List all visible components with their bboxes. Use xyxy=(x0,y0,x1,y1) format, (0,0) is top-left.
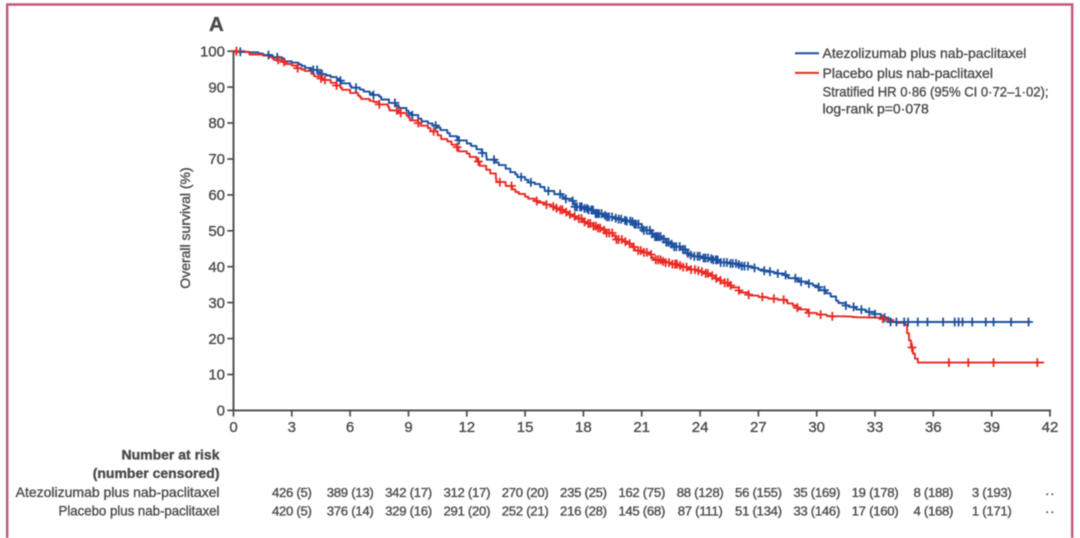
svg-text:30: 30 xyxy=(208,295,225,312)
svg-text:Placebo plus nab-paclitaxel: Placebo plus nab-paclitaxel xyxy=(823,65,993,81)
svg-text:··: ·· xyxy=(1045,485,1055,501)
svg-text:56 (155): 56 (155) xyxy=(735,485,782,500)
svg-text:8 (188): 8 (188) xyxy=(913,485,953,500)
svg-text:9: 9 xyxy=(404,419,412,436)
svg-text:33: 33 xyxy=(867,419,884,436)
svg-text:3: 3 xyxy=(288,419,296,436)
svg-text:270 (20): 270 (20) xyxy=(502,485,549,500)
svg-text:40: 40 xyxy=(208,259,225,276)
svg-text:87 (111): 87 (111) xyxy=(678,503,723,518)
svg-text:Atezolizumab plus nab-paclitax: Atezolizumab plus nab-paclitaxel xyxy=(823,45,1027,61)
svg-text:162 (75): 162 (75) xyxy=(618,485,665,500)
svg-text:··: ·· xyxy=(1045,503,1055,519)
svg-text:389 (13): 389 (13) xyxy=(327,485,374,500)
svg-text:10: 10 xyxy=(208,367,225,384)
svg-text:4 (168): 4 (168) xyxy=(913,503,953,518)
svg-text:90: 90 xyxy=(208,79,225,96)
svg-text:342 (17): 342 (17) xyxy=(385,485,432,500)
svg-text:35 (169): 35 (169) xyxy=(793,485,840,500)
svg-text:3 (193): 3 (193) xyxy=(972,485,1012,500)
svg-text:12: 12 xyxy=(458,419,475,436)
svg-text:17 (160): 17 (160) xyxy=(852,503,899,518)
svg-text:88 (128): 88 (128) xyxy=(677,485,724,500)
svg-text:Placebo plus nab-paclitaxel: Placebo plus nab-paclitaxel xyxy=(59,502,220,518)
svg-text:A: A xyxy=(209,13,224,36)
svg-text:27: 27 xyxy=(750,419,767,436)
svg-text:18: 18 xyxy=(575,419,592,436)
svg-text:30: 30 xyxy=(808,419,825,436)
svg-text:50: 50 xyxy=(208,223,225,240)
svg-text:145 (68): 145 (68) xyxy=(618,503,665,518)
svg-text:Overall survival (%): Overall survival (%) xyxy=(177,167,193,288)
svg-text:Stratified HR 0·86 (95% CI 0·7: Stratified HR 0·86 (95% CI 0·72–1·02); xyxy=(823,83,1049,99)
svg-text:Number at risk: Number at risk xyxy=(121,446,219,462)
svg-text:312 (17): 312 (17) xyxy=(443,485,490,500)
svg-text:70: 70 xyxy=(208,151,225,168)
svg-text:51 (134): 51 (134) xyxy=(735,503,782,518)
svg-text:15: 15 xyxy=(517,419,534,436)
svg-text:1 (171): 1 (171) xyxy=(972,503,1012,518)
svg-text:235 (25): 235 (25) xyxy=(560,485,607,500)
svg-text:252 (21): 252 (21) xyxy=(502,503,549,518)
svg-text:39: 39 xyxy=(983,419,1000,436)
svg-text:426 (5): 426 (5) xyxy=(272,485,312,500)
svg-text:24: 24 xyxy=(692,419,709,436)
svg-text:(number censored): (number censored) xyxy=(93,465,220,481)
svg-text:19 (178): 19 (178) xyxy=(852,485,899,500)
svg-text:329 (16): 329 (16) xyxy=(385,503,432,518)
svg-text:376 (14): 376 (14) xyxy=(327,503,374,518)
svg-text:Atezolizumab plus nab-paclitax: Atezolizumab plus nab-paclitaxel xyxy=(16,484,220,500)
svg-text:60: 60 xyxy=(208,187,225,204)
svg-text:36: 36 xyxy=(925,419,942,436)
svg-text:291 (20): 291 (20) xyxy=(443,503,490,518)
svg-text:20: 20 xyxy=(208,331,225,348)
svg-text:0: 0 xyxy=(217,403,225,420)
svg-text:0: 0 xyxy=(229,419,237,436)
svg-text:6: 6 xyxy=(346,419,354,436)
svg-text:21: 21 xyxy=(633,419,650,436)
svg-text:80: 80 xyxy=(208,115,225,132)
svg-text:33 (146): 33 (146) xyxy=(793,503,840,518)
svg-text:log-rank p=0·078: log-rank p=0·078 xyxy=(823,101,929,117)
svg-text:100: 100 xyxy=(200,43,225,60)
svg-text:216 (28): 216 (28) xyxy=(560,503,607,518)
svg-text:42: 42 xyxy=(1042,419,1059,436)
svg-text:420 (5): 420 (5) xyxy=(272,503,312,518)
